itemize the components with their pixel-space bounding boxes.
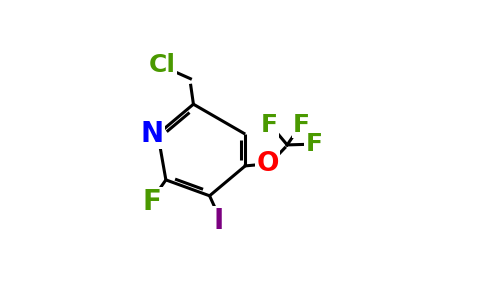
Text: N: N: [141, 120, 164, 148]
Text: I: I: [213, 207, 224, 235]
Text: F: F: [306, 132, 323, 156]
Text: Cl: Cl: [149, 53, 175, 77]
Text: F: F: [261, 112, 278, 136]
Text: O: O: [257, 152, 279, 177]
Text: F: F: [143, 188, 162, 216]
Text: F: F: [293, 112, 310, 136]
